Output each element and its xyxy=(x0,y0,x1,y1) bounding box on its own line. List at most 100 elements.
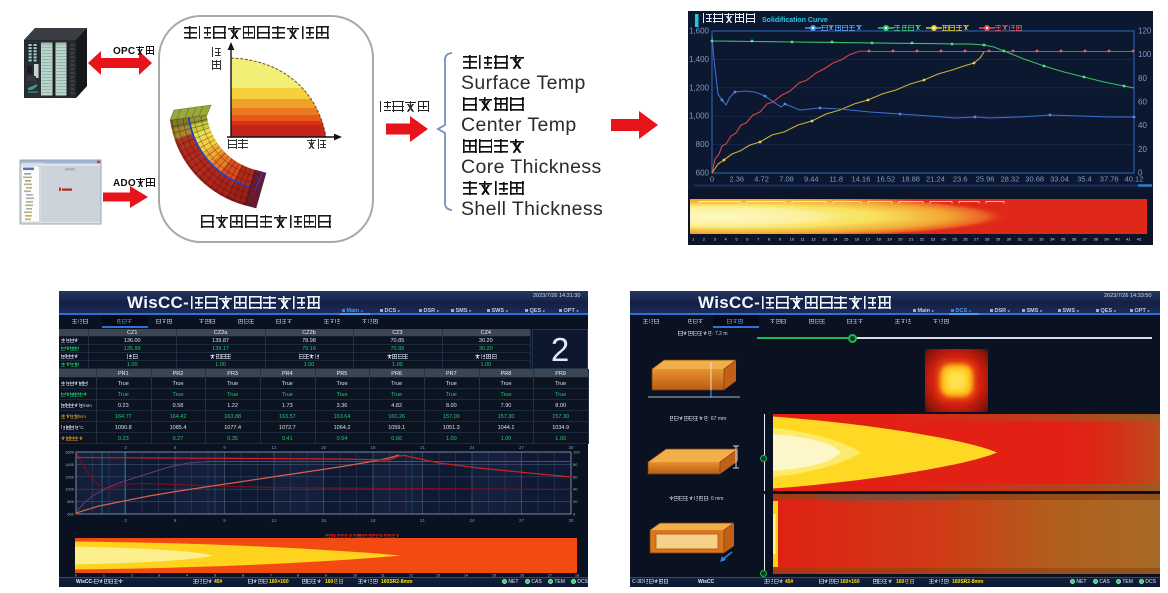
svg-text:3: 3 xyxy=(158,574,160,578)
svg-text:120: 120 xyxy=(1138,27,1152,36)
svg-text:24: 24 xyxy=(469,518,475,523)
svg-text:0: 0 xyxy=(710,175,714,184)
svg-text:21: 21 xyxy=(420,445,426,450)
svg-text:42: 42 xyxy=(1137,237,1142,242)
svg-text:13: 13 xyxy=(436,574,440,578)
svg-text:40.12: 40.12 xyxy=(1125,175,1144,184)
svg-text:7: 7 xyxy=(270,574,272,578)
svg-text:41: 41 xyxy=(1126,237,1131,242)
svg-text:27: 27 xyxy=(519,518,525,523)
svg-text:1000: 1000 xyxy=(65,487,75,492)
svg-text:16: 16 xyxy=(855,237,860,242)
svg-text:17: 17 xyxy=(866,237,871,242)
svg-text:15: 15 xyxy=(321,518,327,523)
svg-text:18: 18 xyxy=(370,518,376,523)
svg-text:19: 19 xyxy=(887,237,892,242)
svg-text:600: 600 xyxy=(67,512,74,517)
svg-text:9: 9 xyxy=(779,237,782,242)
svg-text:1,400: 1,400 xyxy=(689,55,710,64)
svg-text:8: 8 xyxy=(297,574,299,578)
svg-text:15: 15 xyxy=(492,574,496,578)
svg-text:13: 13 xyxy=(822,237,827,242)
svg-text:31: 31 xyxy=(1018,237,1023,242)
svg-text:18: 18 xyxy=(575,574,579,578)
svg-text:10: 10 xyxy=(353,574,357,578)
svg-text:39: 39 xyxy=(1104,237,1109,242)
svg-text:600: 600 xyxy=(696,169,710,178)
svg-text:7: 7 xyxy=(757,237,760,242)
svg-text:30.68: 30.68 xyxy=(1025,175,1044,184)
svg-text:40: 40 xyxy=(1115,237,1120,242)
svg-text:0: 0 xyxy=(1138,169,1143,178)
svg-text:24: 24 xyxy=(469,445,475,450)
svg-text:15: 15 xyxy=(321,445,327,450)
svg-text:26: 26 xyxy=(963,237,968,242)
svg-text:15: 15 xyxy=(844,237,849,242)
svg-text:1400: 1400 xyxy=(65,462,75,467)
svg-text:2: 2 xyxy=(131,574,133,578)
svg-text:5: 5 xyxy=(214,574,216,578)
svg-text:28.32: 28.32 xyxy=(1001,175,1020,184)
svg-text:23: 23 xyxy=(931,237,936,242)
svg-text:40: 40 xyxy=(1138,121,1147,130)
svg-text:12: 12 xyxy=(409,574,413,578)
svg-text:35: 35 xyxy=(1061,237,1066,242)
svg-text:18.88: 18.88 xyxy=(901,175,920,184)
svg-text:37: 37 xyxy=(1083,237,1088,242)
svg-text:6: 6 xyxy=(242,574,244,578)
svg-text:6: 6 xyxy=(174,445,177,450)
svg-text:27: 27 xyxy=(519,445,525,450)
svg-text:1: 1 xyxy=(103,574,105,578)
svg-text:9: 9 xyxy=(223,518,226,523)
svg-text:800: 800 xyxy=(67,499,74,504)
svg-text:4: 4 xyxy=(186,574,188,578)
svg-text:1600: 1600 xyxy=(65,450,75,455)
svg-text:0: 0 xyxy=(573,512,576,517)
svg-text:16: 16 xyxy=(520,574,524,578)
svg-text:37.76: 37.76 xyxy=(1100,175,1119,184)
svg-text:3: 3 xyxy=(124,518,127,523)
svg-text:21: 21 xyxy=(909,237,914,242)
svg-text:8: 8 xyxy=(768,237,771,242)
svg-text:36: 36 xyxy=(1072,237,1077,242)
svg-text:14.16: 14.16 xyxy=(852,175,871,184)
svg-text:11: 11 xyxy=(801,237,806,242)
svg-text:14: 14 xyxy=(833,237,838,242)
svg-text:29: 29 xyxy=(996,237,1001,242)
svg-text:28: 28 xyxy=(985,237,990,242)
svg-text:18: 18 xyxy=(370,445,376,450)
svg-text:21: 21 xyxy=(420,518,426,523)
svg-text:11.8: 11.8 xyxy=(829,175,843,184)
svg-text:20: 20 xyxy=(898,237,903,242)
svg-text:25: 25 xyxy=(952,237,957,242)
svg-text:27: 27 xyxy=(974,237,979,242)
svg-text:16.52: 16.52 xyxy=(876,175,895,184)
svg-text:1200: 1200 xyxy=(65,474,75,479)
svg-text:20: 20 xyxy=(573,499,578,504)
svg-text:6: 6 xyxy=(746,237,749,242)
svg-text:33: 33 xyxy=(1039,237,1044,242)
svg-text:21.24: 21.24 xyxy=(926,175,945,184)
svg-text:35.4: 35.4 xyxy=(1077,175,1092,184)
svg-text:17: 17 xyxy=(548,574,552,578)
svg-text:12: 12 xyxy=(811,237,816,242)
svg-text:1,600: 1,600 xyxy=(689,27,710,36)
svg-text:32: 32 xyxy=(1028,237,1033,242)
svg-text:2: 2 xyxy=(703,237,706,242)
svg-text:1,000: 1,000 xyxy=(689,112,710,121)
svg-text:9.44: 9.44 xyxy=(804,175,819,184)
svg-text:60: 60 xyxy=(1138,98,1147,107)
svg-text:22: 22 xyxy=(920,237,925,242)
svg-text:4.72: 4.72 xyxy=(754,175,769,184)
svg-text:100: 100 xyxy=(573,450,580,455)
svg-text:80: 80 xyxy=(573,462,578,467)
svg-text:12: 12 xyxy=(271,445,277,450)
svg-text:9: 9 xyxy=(325,574,327,578)
svg-text:25.96: 25.96 xyxy=(976,175,995,184)
svg-text:23.6: 23.6 xyxy=(953,175,968,184)
svg-text:1,200: 1,200 xyxy=(689,83,710,92)
svg-text:2.36: 2.36 xyxy=(729,175,744,184)
svg-text:34: 34 xyxy=(1050,237,1055,242)
svg-text:80: 80 xyxy=(1138,74,1147,83)
svg-text:24: 24 xyxy=(942,237,947,242)
